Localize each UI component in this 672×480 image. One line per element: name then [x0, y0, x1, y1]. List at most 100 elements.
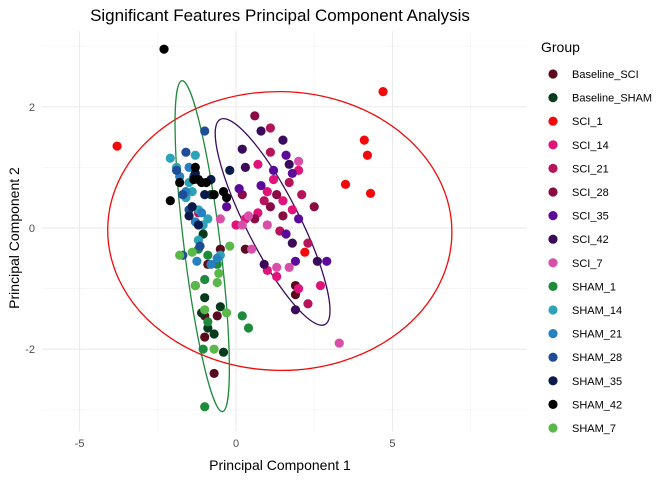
point-sham-28 — [200, 126, 210, 136]
point-sham-28 — [171, 165, 182, 175]
point-sham-42 — [159, 44, 169, 54]
axis-ticks: -5 0 5 -2 0 2 — [25, 102, 395, 450]
point-sci-14 — [272, 271, 282, 282]
x-axis-title: Principal Component 1 — [209, 457, 351, 473]
point-sci-28 — [265, 202, 276, 212]
point-sci-14 — [278, 196, 288, 206]
point-sci-35 — [287, 168, 297, 179]
legend-key-sci-14 — [548, 140, 558, 150]
point-sham-7 — [190, 280, 200, 291]
point-sham-1 — [200, 274, 210, 285]
y-tick-label: -2 — [25, 344, 35, 356]
point-baseline-sham — [209, 329, 219, 339]
point-sci-21 — [265, 123, 276, 133]
point-sci-14 — [315, 280, 326, 291]
y-tick-label: 0 — [29, 223, 35, 235]
legend-label-sham-21: SHAM_21 — [572, 329, 622, 341]
legend-key-sci-28 — [548, 187, 558, 197]
point-baseline-sham — [215, 302, 225, 312]
point-sci-35 — [234, 183, 244, 194]
legend-key-sham-7 — [548, 423, 558, 433]
point-sham-35 — [184, 211, 194, 221]
point-sci-21 — [259, 196, 269, 206]
legend-label-sham-7: SHAM_7 — [572, 423, 616, 435]
point-sci-1 — [359, 135, 369, 145]
legend-key-sham-1 — [548, 281, 558, 291]
point-sci-21 — [265, 147, 276, 157]
point-baseline-sci — [212, 311, 222, 321]
point-sham-42 — [201, 177, 211, 188]
legend: Group Baseline_SCI Baseline_SHAM SCI_1 SCI_… — [541, 39, 652, 435]
point-sham-7 — [225, 241, 235, 251]
point-sci-42 — [278, 135, 288, 145]
legend-key-sci-7 — [548, 258, 558, 268]
point-sham-21 — [206, 259, 216, 269]
point-sci-35 — [290, 256, 301, 266]
point-sham-7 — [187, 247, 197, 257]
point-sham-7 — [212, 277, 222, 288]
point-sham-1 — [243, 323, 254, 333]
point-sci-28 — [278, 211, 288, 221]
y-axis-title: Principal Component 2 — [6, 167, 22, 309]
point-sci-14 — [253, 159, 263, 169]
point-sci-1 — [365, 188, 376, 199]
legend-label-sci-21: SCI_21 — [572, 163, 609, 175]
point-sci-35 — [293, 214, 304, 224]
point-sci-7 — [293, 156, 304, 166]
point-sci-35 — [281, 150, 291, 160]
point-sham-28 — [181, 147, 191, 157]
point-sham-42 — [190, 162, 200, 172]
point-sham-42 — [189, 174, 199, 185]
point-sci-21 — [297, 190, 307, 200]
legend-key-baseline-sham — [548, 93, 558, 103]
point-sham-7 — [214, 268, 224, 279]
point-sham-7 — [200, 305, 210, 315]
point-sci-28 — [250, 111, 260, 121]
point-sci-7 — [334, 338, 344, 348]
legend-label-sci-28: SCI_28 — [572, 187, 609, 199]
legend-key-sci-1 — [548, 116, 558, 126]
point-sci-42 — [256, 126, 266, 136]
point-sci-7 — [284, 262, 294, 272]
point-sci-14 — [293, 283, 304, 294]
point-sci-7 — [215, 214, 225, 224]
legend-label-baseline-sham: Baseline_SHAM — [572, 93, 652, 105]
point-sham-42 — [165, 196, 175, 206]
point-sham-28 — [178, 190, 188, 200]
point-sci-21 — [284, 177, 294, 188]
legend-key-sham-21 — [548, 329, 558, 339]
point-sci-35 — [281, 229, 291, 239]
point-sci-7 — [262, 220, 272, 230]
legend-key-sham-42 — [548, 399, 558, 409]
point-sham-35 — [225, 165, 235, 175]
point-sci-1 — [112, 141, 122, 151]
legend-key-sham-14 — [548, 305, 558, 315]
point-sham-21 — [196, 208, 207, 218]
point-sci-42 — [290, 305, 301, 315]
point-sham-35 — [193, 220, 204, 230]
point-sci-35 — [222, 202, 232, 212]
point-sci-7 — [272, 262, 282, 272]
point-baseline-sci — [200, 332, 210, 342]
point-sci-7 — [243, 211, 254, 221]
point-baseline-sci — [209, 368, 219, 379]
legend-label-sham-1: SHAM_1 — [572, 281, 616, 293]
data-points — [112, 44, 388, 412]
legend-key-baseline-sci — [548, 69, 558, 79]
legend-label-sci-7: SCI_7 — [572, 258, 603, 270]
point-sci-14 — [287, 205, 297, 215]
legend-label-sci-35: SCI_35 — [572, 211, 609, 223]
point-sham-28 — [195, 241, 205, 251]
point-sci-1 — [362, 150, 373, 160]
point-sham-42 — [175, 177, 185, 188]
legend-label-baseline-sci: Baseline_SCI — [572, 69, 639, 81]
point-sci-1 — [300, 247, 310, 257]
point-sham-7 — [209, 344, 219, 354]
point-sci-28 — [309, 202, 319, 212]
ellipse-sham-1 — [174, 80, 231, 413]
point-baseline-sham — [218, 347, 229, 357]
legend-label-sci-1: SCI_1 — [572, 116, 603, 128]
legend-label-sci-14: SCI_14 — [572, 140, 609, 152]
point-sci-42 — [240, 162, 250, 172]
legend-key-sham-35 — [548, 376, 558, 386]
